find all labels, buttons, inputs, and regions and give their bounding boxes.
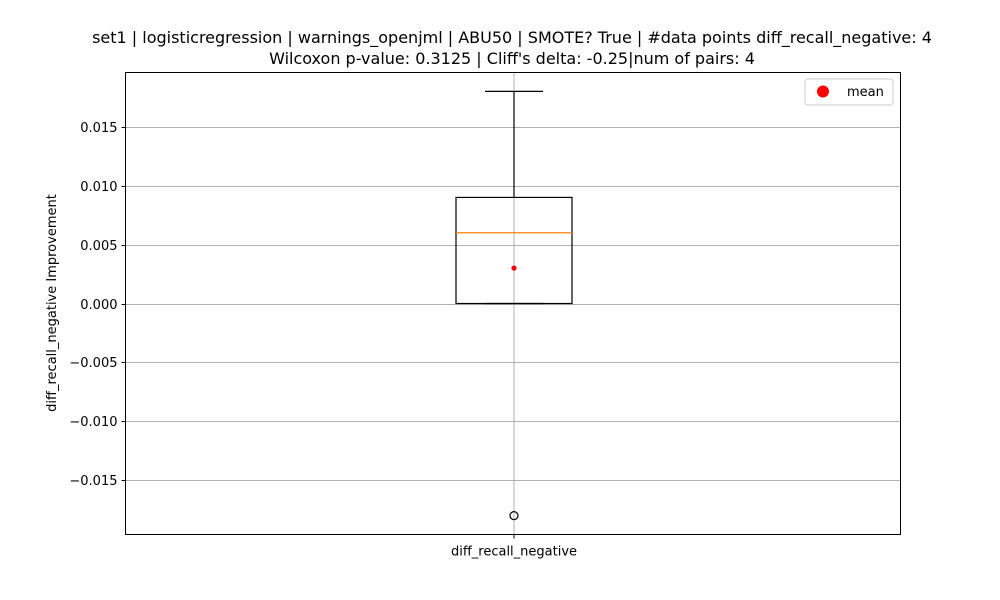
chart-title-line1: set1 | logisticregression | warnings_ope… <box>92 28 932 48</box>
y-tick-label: 0.015 <box>80 121 117 136</box>
outlier-point <box>509 511 519 521</box>
box-layer <box>455 90 573 521</box>
legend-frame <box>804 78 894 106</box>
legend: mean <box>804 78 894 106</box>
legend-mean-marker <box>817 85 829 98</box>
x-tick-label: diff_recall_negative <box>451 545 577 560</box>
chart-title-line2: Wilcoxon p-value: 0.3125 | Cliff's delta… <box>269 49 755 68</box>
x-axis-ticks: diff_recall_negative <box>451 534 577 560</box>
y-tick-label: −0.005 <box>69 356 117 371</box>
grid-layer <box>125 72 901 535</box>
y-axis-label: diff_recall_negative Improvement <box>45 194 60 412</box>
y-tick-label: −0.015 <box>69 474 117 489</box>
y-axis-ticks: −0.015 −0.010 −0.005 0.000 0.005 0.010 0.015 <box>69 121 126 489</box>
legend-mean-label: mean <box>847 85 884 100</box>
plot-area-frame <box>125 72 901 535</box>
y-tick-label: 0.005 <box>80 239 117 254</box>
mean-point <box>511 265 517 271</box>
iqr-box <box>455 196 573 305</box>
y-tick-label: −0.010 <box>69 415 117 430</box>
y-tick-label: 0.010 <box>80 180 117 195</box>
y-tick-label: 0.000 <box>80 298 117 313</box>
